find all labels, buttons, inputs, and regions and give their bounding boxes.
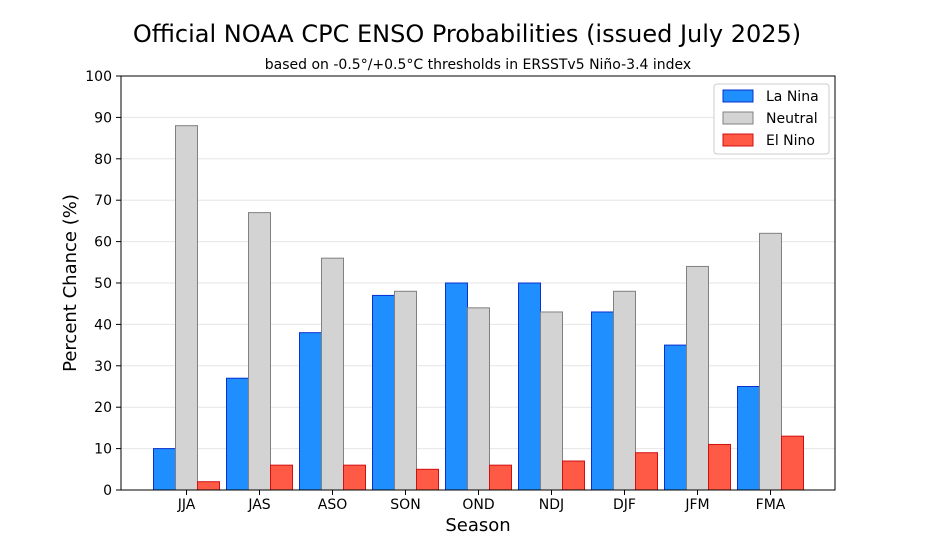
x-axis-label: Season [445, 515, 510, 536]
x-tick-label: JFM [684, 497, 709, 513]
legend-label: El Nino [766, 133, 815, 149]
legend-swatch-la-nina [722, 89, 754, 103]
bar-neutral-ond [467, 307, 490, 491]
bar-el-nino-fma [781, 435, 804, 491]
legend-swatch-el-nino [722, 133, 754, 147]
bar-neutral-son [394, 290, 417, 491]
x-axis: JJA JAS ASO SON OND NDJ DJF JFM FMA [177, 490, 786, 513]
y-tick-label: 20 [94, 400, 112, 416]
bar-la-nina-fma [737, 386, 760, 491]
y-tick-label: 30 [94, 359, 112, 375]
bar-el-nino-jja [197, 481, 220, 491]
y-tick-label: 10 [94, 442, 112, 458]
bar-neutral-aso [321, 257, 344, 491]
bar-el-nino-djf [635, 452, 658, 491]
bar-el-nino-ndj [562, 460, 585, 491]
y-axis: 0 10 20 30 40 50 60 70 80 90 100 [85, 69, 121, 499]
bar-la-nina-jas [226, 377, 249, 491]
y-tick-label: 100 [85, 69, 112, 85]
bar-la-nina-ndj [518, 282, 541, 491]
y-tick-label: 60 [94, 235, 112, 251]
x-tick-label: NDJ [539, 497, 564, 513]
y-tick-label: 70 [94, 193, 112, 209]
bars [153, 125, 804, 491]
legend-label: La Nina [766, 89, 819, 105]
legend-swatch-neutral [722, 111, 754, 125]
bar-neutral-jja [175, 125, 198, 491]
bar-la-nina-djf [591, 311, 614, 491]
chart-title: Official NOAA CPC ENSO Probabilities (is… [133, 20, 801, 48]
bar-el-nino-son [416, 468, 439, 491]
bar-el-nino-jas [270, 464, 293, 491]
bar-la-nina-ond [445, 282, 468, 491]
x-tick-label: FMA [756, 497, 786, 513]
y-tick-label: 90 [94, 110, 112, 126]
y-axis-label: Percent Chance (%) [60, 194, 81, 372]
x-tick-label: DJF [613, 497, 636, 513]
x-tick-label: JJA [177, 497, 196, 513]
legend-label: Neutral [766, 111, 818, 127]
x-tick-label: JAS [247, 497, 270, 513]
bar-neutral-jas [248, 212, 271, 491]
y-tick-label: 0 [103, 483, 112, 499]
y-tick-label: 40 [94, 317, 112, 333]
legend: La Nina Neutral El Nino [713, 83, 830, 155]
y-tick-label: 50 [94, 276, 112, 292]
bar-la-nina-aso [299, 332, 322, 491]
chart-subtitle: based on -0.5°/+0.5°C thresholds in ERSS… [265, 57, 691, 73]
bar-neutral-ndj [540, 311, 563, 491]
bar-el-nino-aso [343, 464, 366, 491]
x-tick-label: OND [462, 497, 494, 513]
y-tick-label: 80 [94, 152, 112, 168]
bar-neutral-djf [613, 290, 636, 491]
bar-el-nino-jfm [708, 443, 731, 491]
bar-neutral-fma [759, 232, 782, 491]
x-tick-label: SON [390, 497, 420, 513]
bar-la-nina-jfm [664, 344, 687, 491]
bar-la-nina-jja [153, 448, 176, 491]
bar-el-nino-ond [489, 464, 512, 491]
x-tick-label: ASO [318, 497, 347, 513]
bar-neutral-jfm [686, 265, 709, 491]
bar-la-nina-son [372, 294, 395, 491]
